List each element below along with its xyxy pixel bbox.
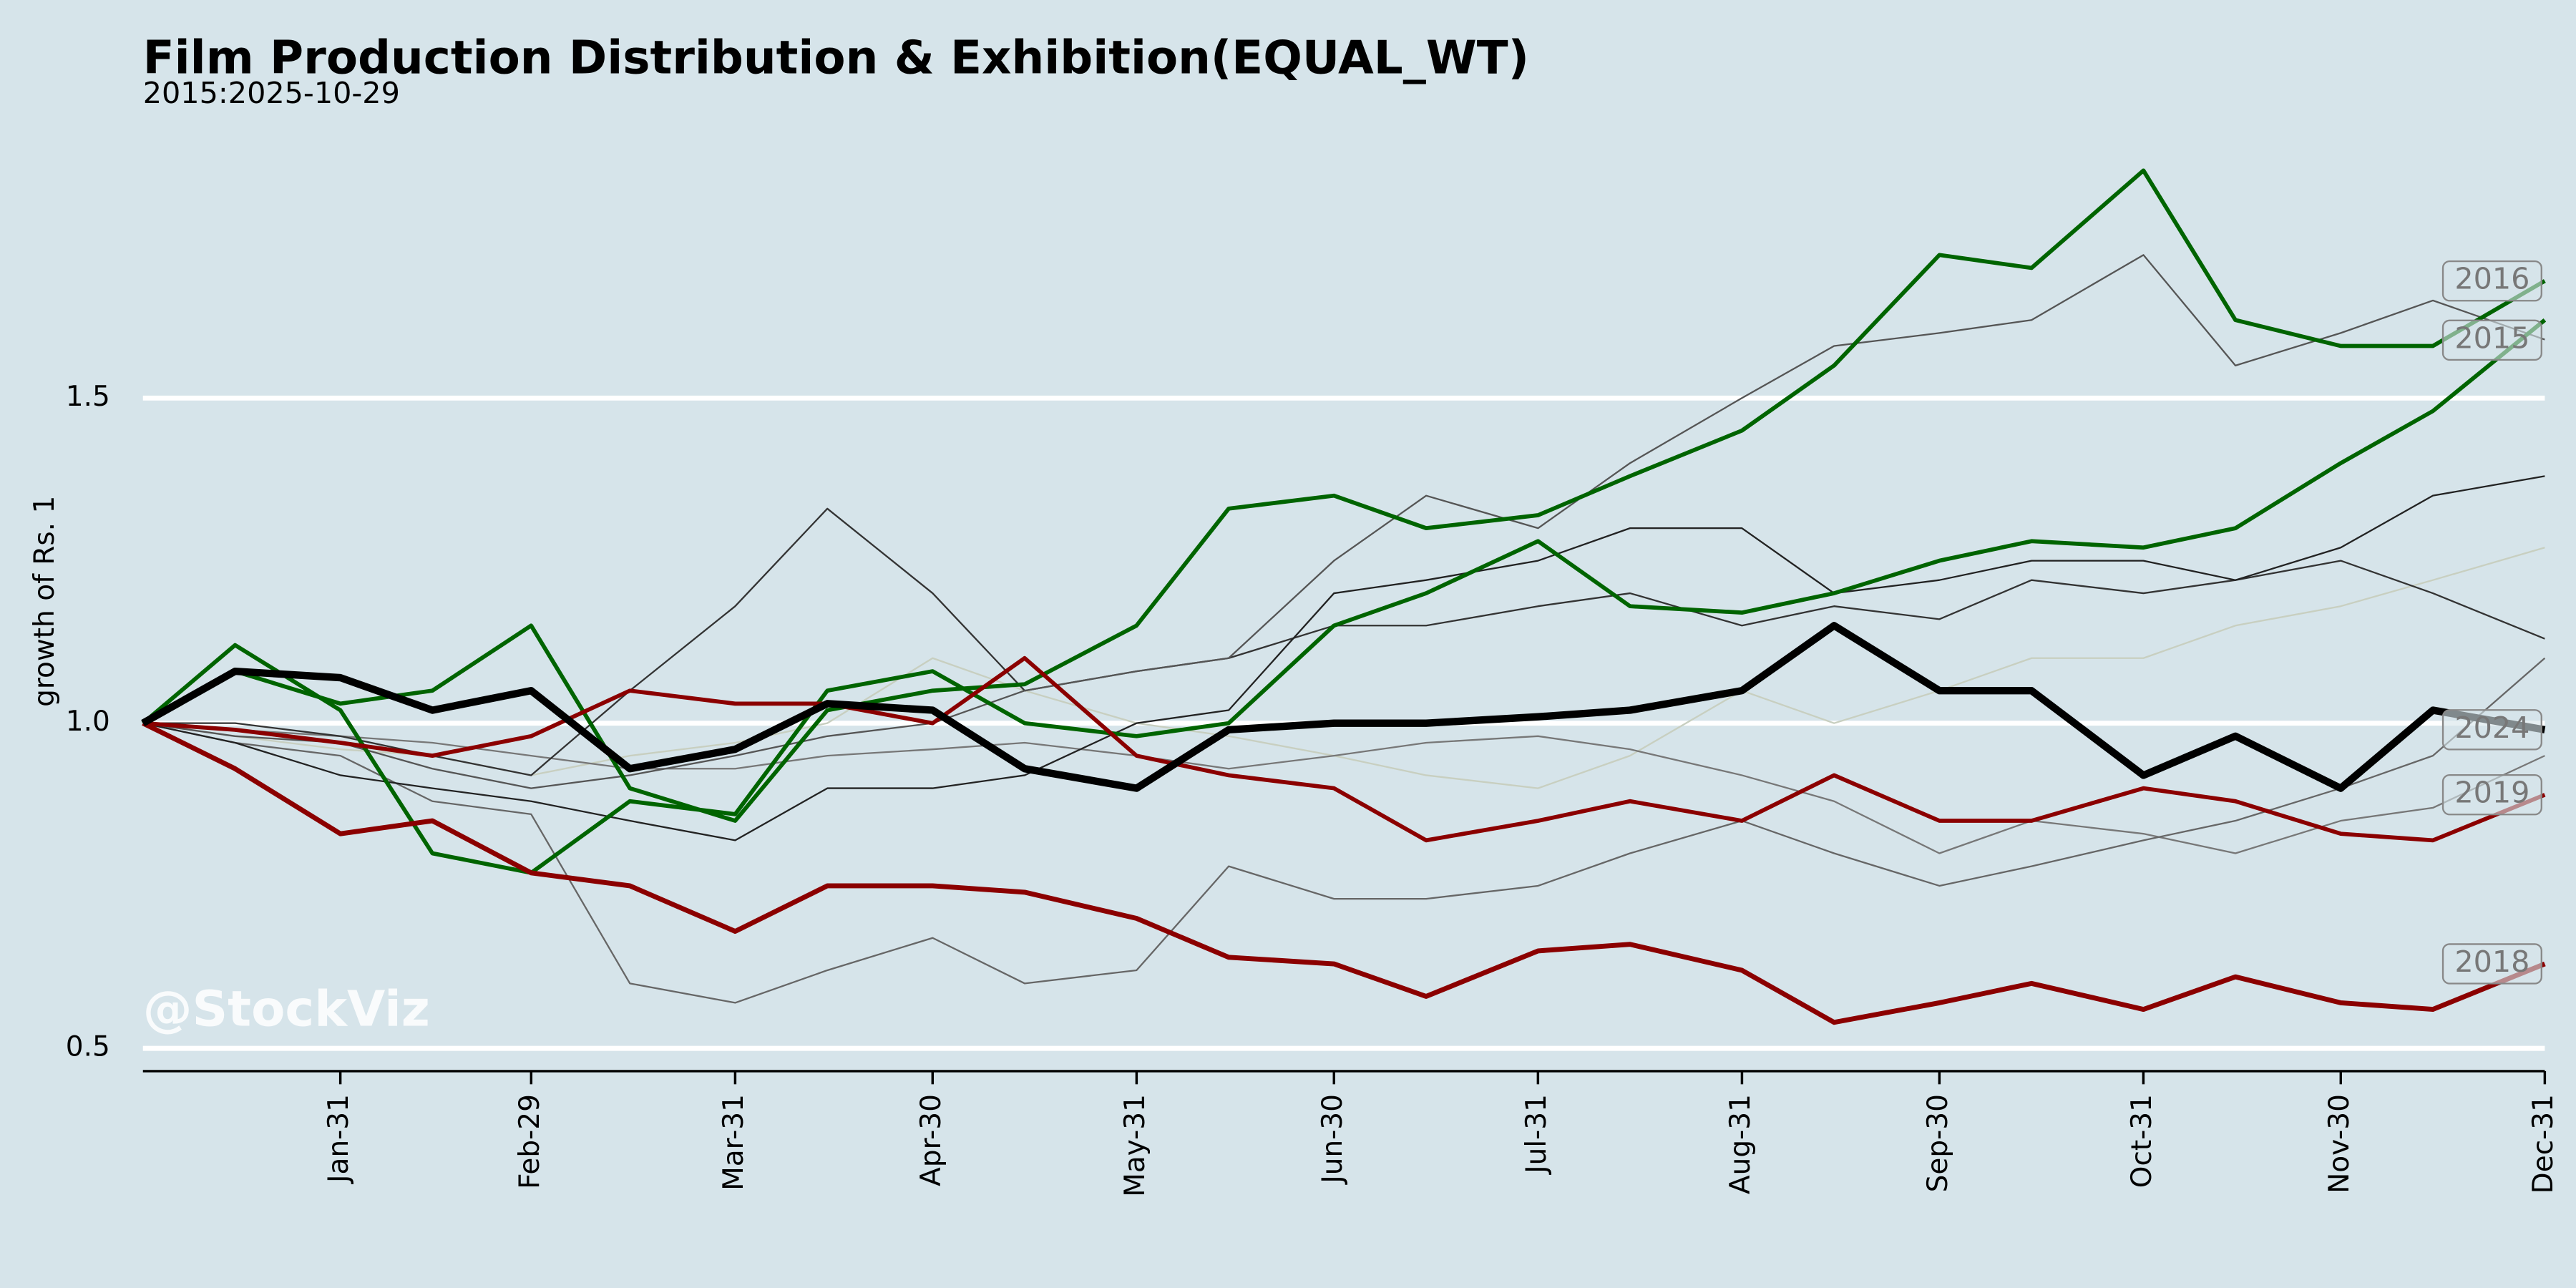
y-tick-label: 0.5 [66,1031,110,1063]
series-label-box [2441,774,2542,816]
series-label-box [2441,709,2542,751]
x-tick-label: Jun-30 [1317,1094,1349,1186]
series-line [142,254,2545,789]
series-label: 2015 [2454,321,2529,355]
series-line [142,475,2545,841]
x-tick-label: Nov-30 [2323,1094,2356,1194]
y-tick-label: 1.5 [66,381,110,413]
series-label-box [2441,260,2542,302]
x-tick-label: May-31 [1119,1094,1151,1197]
series-line [142,655,2546,843]
watermark: @StockViz [143,980,430,1038]
x-tick-label: Mar-31 [718,1094,750,1191]
chart-subtitle: 2015:2025-10-29 [143,76,400,110]
x-tick-label: Dec-31 [2527,1094,2560,1194]
series-label: 2024 [2454,711,2529,745]
x-tick-label: Oct-31 [2126,1094,2158,1188]
x-tick-label: Aug-31 [1724,1094,1757,1194]
series-line [141,622,2546,792]
series-label-box [2441,319,2542,361]
chart-title: Film Production Distribution & Exhibitio… [143,31,1529,85]
y-axis-label: growth of Rs. 1 [29,496,61,707]
x-tick-label: Sep-30 [1922,1094,1954,1192]
series-label: 2018 [2454,945,2529,979]
y-tick-label: 1.0 [66,706,110,738]
series-line [142,657,2546,1004]
series-line [142,168,2546,823]
series-label-box [2441,943,2542,985]
x-tick-label: Jul-31 [1521,1094,1553,1176]
series-line [142,721,2546,1025]
x-tick-label: Feb-29 [514,1094,546,1189]
x-tick-label: Apr-30 [915,1094,947,1186]
series-label: 2019 [2454,776,2529,810]
x-tick-label: Jan-31 [323,1094,355,1185]
series-label: 2016 [2454,262,2529,296]
series-line [142,722,2545,854]
